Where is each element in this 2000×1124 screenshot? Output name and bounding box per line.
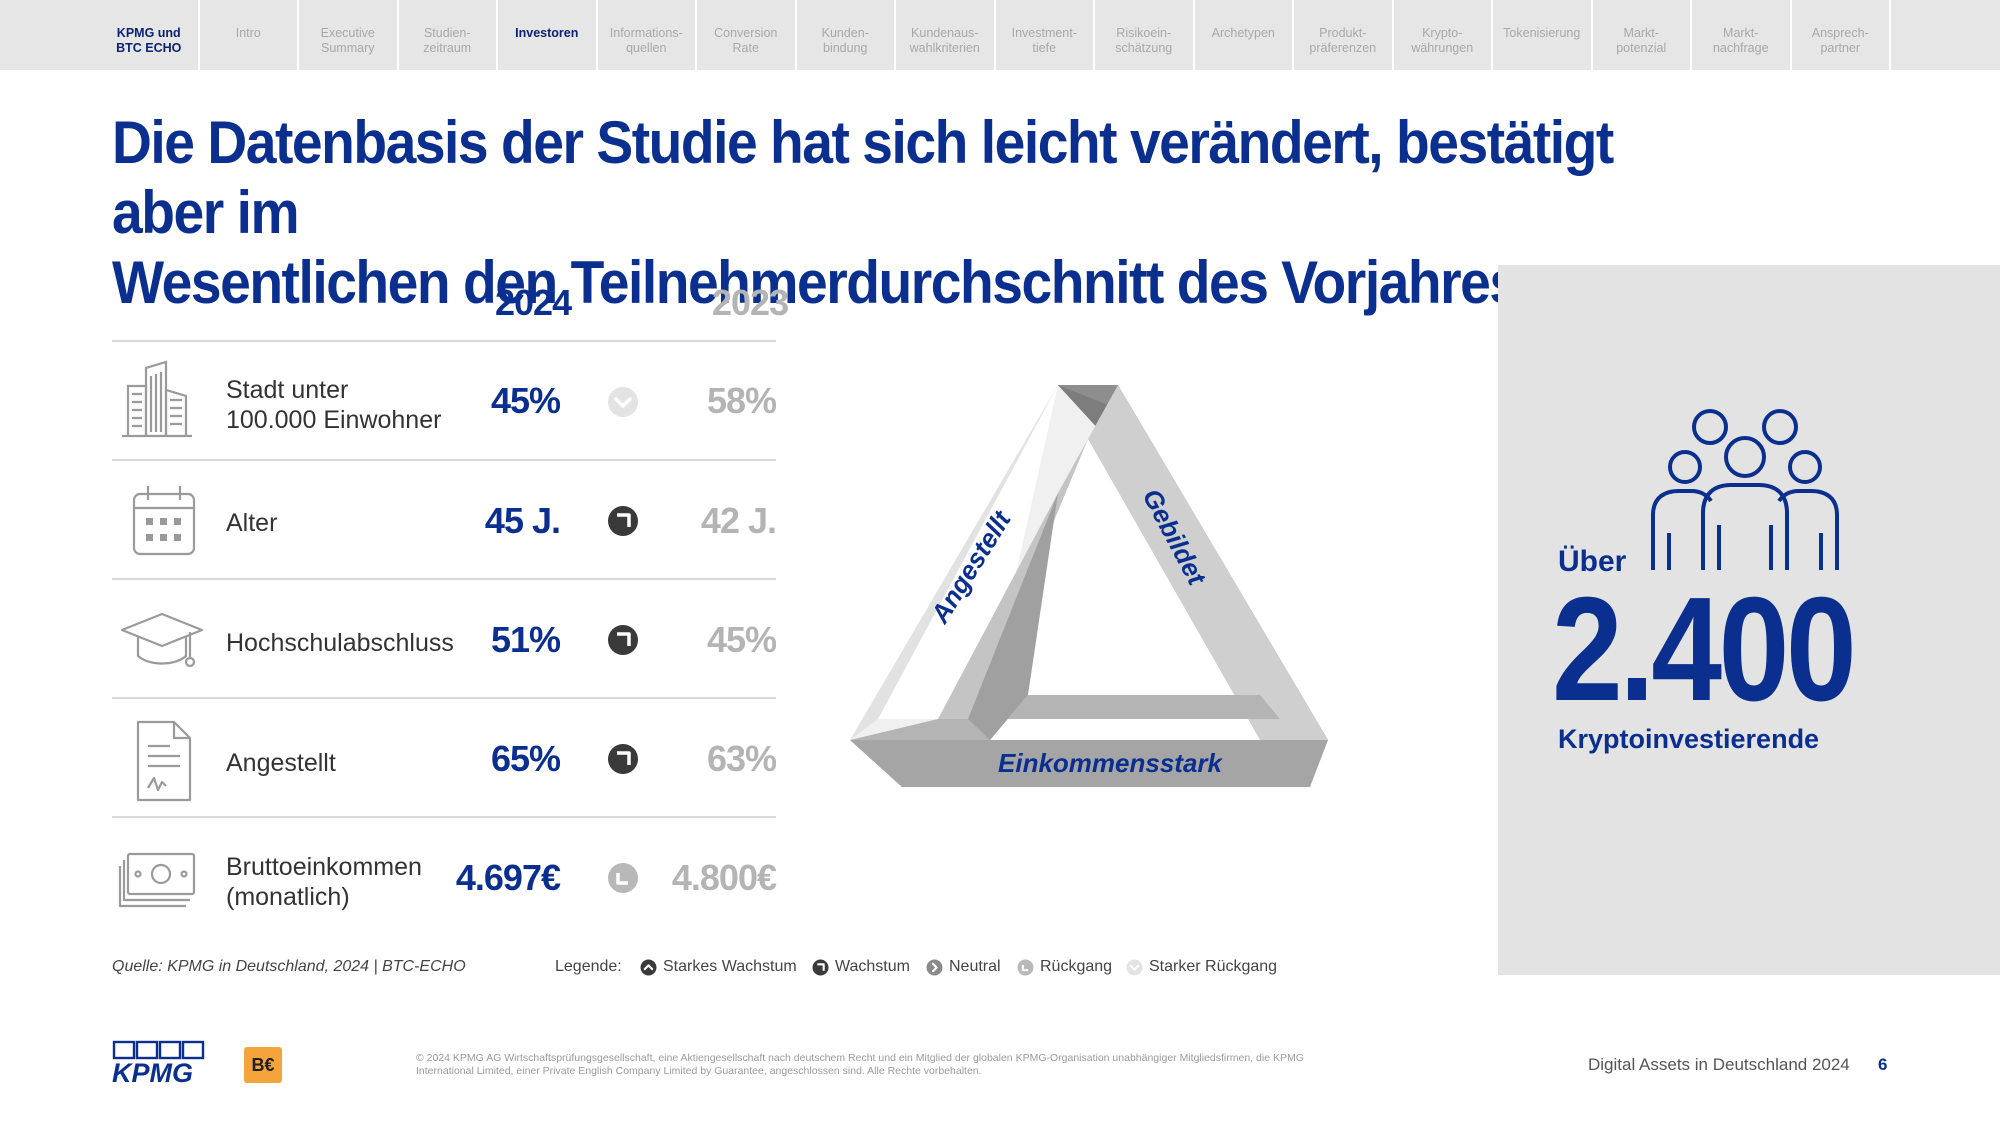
row-label: Alter	[226, 509, 278, 537]
legend-item: Wachstum	[812, 958, 910, 976]
btc-echo-logo: B€	[244, 1047, 282, 1083]
value-2023: 4.800€	[671, 857, 777, 898]
neutral-icon	[926, 959, 943, 975]
legend-label: Starker Rückgang	[1149, 958, 1278, 975]
legend-label: Wachstum	[835, 958, 910, 975]
triangle-inner-left	[938, 439, 1088, 719]
divider	[112, 697, 776, 699]
divider	[112, 578, 776, 580]
footer-title: Digital Assets in Deutschland 2024	[1588, 1055, 1850, 1074]
decline-icon	[1017, 959, 1034, 975]
strong-growth-icon	[640, 959, 657, 975]
triangle-inner-shadow	[968, 493, 1058, 740]
value-2023: 45%	[706, 619, 777, 660]
nav-tab[interactable]: KPMG und BTC ECHO	[100, 0, 200, 70]
value-2024: 45 J.	[484, 500, 561, 541]
nav-tab[interactable]: Conversion Rate	[697, 0, 797, 70]
page-number: 6	[1878, 1055, 1888, 1074]
triangle-left-arm	[850, 385, 1118, 787]
divider	[112, 340, 776, 342]
triangle-hole	[1028, 515, 1210, 695]
nav-tab[interactable]: Krypto- währungen	[1394, 0, 1493, 70]
nav-tab[interactable]: Markt- nachfrage	[1692, 0, 1792, 70]
nav-tab[interactable]: Investment- tiefe	[996, 0, 1095, 70]
row-label: Hochschulabschluss	[226, 629, 454, 657]
nav-tab[interactable]: Tokenisierung	[1493, 0, 1593, 70]
value-2024: 4.697€	[455, 857, 561, 898]
divider	[112, 816, 776, 818]
nav-tab[interactable]: Intro	[200, 0, 299, 70]
triangle-label-bottom: Einkommensstark	[998, 748, 1224, 778]
nav-tab[interactable]: Investoren	[498, 0, 598, 70]
legend-item: Rückgang	[1017, 958, 1112, 976]
legend-item: Starkes Wachstum	[640, 958, 797, 976]
growth-icon	[608, 506, 638, 536]
nav-tab[interactable]: Produkt- präferenzen	[1294, 0, 1394, 70]
triangle-right-face	[1088, 385, 1328, 740]
triangle-left-edge	[850, 385, 1058, 740]
column-header-2024: 2024	[495, 282, 572, 323]
copyright-note: © 2024 KPMG AG Wirtschaftsprüfungsgesell…	[416, 1052, 1304, 1077]
highlight-panel	[1498, 265, 2000, 975]
nav-tab[interactable]: Kunden- bindung	[797, 0, 896, 70]
legend-label: Starkes Wachstum	[663, 958, 797, 975]
value-2024: 65%	[490, 738, 561, 779]
source-note: Quelle: KPMG in Deutschland, 2024 | BTC-…	[112, 958, 466, 975]
document-icon	[136, 720, 192, 802]
legend-title: Legende:	[555, 958, 622, 975]
nav-tab[interactable]: Markt- potenzial	[1593, 0, 1692, 70]
legend-label: Rückgang	[1040, 958, 1113, 975]
nav-tab[interactable]: Informations- quellen	[598, 0, 697, 70]
nav-tab[interactable]: Ansprech- partner	[1792, 0, 1891, 70]
panel-label: Kryptoinvestierende	[1558, 724, 1820, 754]
growth-icon	[608, 625, 638, 655]
nav-tab[interactable]: Archetypen	[1195, 0, 1294, 70]
kpmg-logo: KPMG	[112, 1040, 205, 1086]
column-header-2023: 2023	[712, 282, 789, 323]
legend-label: Neutral	[949, 958, 1001, 975]
row-label: Stadt unter 100.000 Einwohner	[226, 376, 442, 434]
graduation-cap-icon	[120, 612, 204, 668]
value-2023: 42 J.	[700, 500, 777, 541]
page-title: Die Datenbasis der Studie hat sich leich…	[112, 109, 1614, 316]
calendar-icon	[132, 486, 196, 556]
row-label: Bruttoeinkommen (monatlich)	[226, 853, 422, 911]
people-group-icon	[1651, 409, 1839, 570]
value-2023: 58%	[706, 380, 777, 421]
nav-tab[interactable]: Studien- zeitraum	[399, 0, 498, 70]
legend-item: Neutral	[926, 958, 1001, 976]
divider	[112, 459, 776, 461]
value-2024: 45%	[490, 380, 561, 421]
nav-tab[interactable]: Kundenaus- wahlkriterien	[896, 0, 996, 70]
panel-number: 2.400	[1552, 567, 1857, 732]
panel-prefix: Über	[1558, 545, 1627, 578]
decline-icon	[608, 863, 638, 893]
kpmg-logo-text: KPMG	[112, 1058, 193, 1086]
top-navigation: KPMG und BTC ECHO Intro Executive Summary S…	[0, 0, 2000, 70]
value-2023: 63%	[706, 738, 777, 779]
nav-tab[interactable]: Risikoein- schätzung	[1095, 0, 1195, 70]
legend-item: Starker Rückgang	[1126, 958, 1277, 976]
buildings-icon	[122, 360, 192, 438]
growth-icon	[812, 959, 829, 975]
value-2024: 51%	[490, 619, 561, 660]
strong-decline-icon	[608, 387, 638, 417]
triangle-bottom-face	[850, 740, 1328, 787]
row-label: Angestellt	[226, 749, 336, 777]
banknotes-icon	[118, 852, 196, 908]
nav-tab[interactable]: Executive Summary	[299, 0, 399, 70]
penrose-triangle-diagram: Angestellt Gebildet Einkommensstark	[850, 385, 1328, 787]
growth-icon	[608, 744, 638, 774]
strong-decline-icon	[1126, 959, 1143, 975]
